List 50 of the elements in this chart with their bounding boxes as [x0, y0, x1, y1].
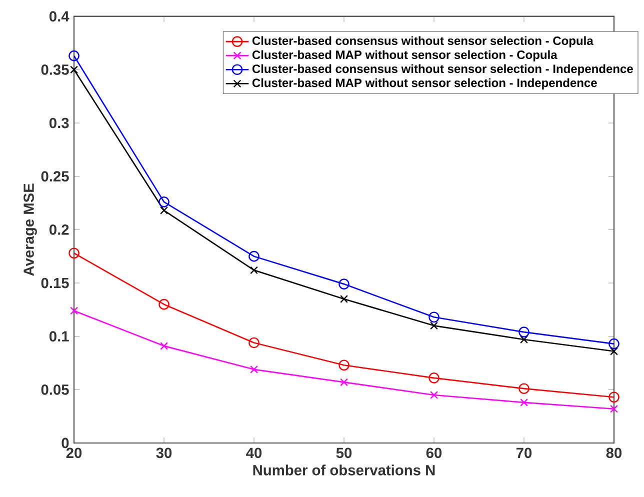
- x-tick-label: 40: [246, 448, 262, 458]
- point: [68, 50, 80, 62]
- x-tick-label: 70: [516, 448, 532, 458]
- point: [248, 337, 260, 348]
- point: [340, 295, 348, 303]
- point: [340, 378, 348, 386]
- x-tick-label: 80: [606, 448, 622, 458]
- y-axis-title: Average MSE: [24, 184, 37, 276]
- legend-label: Cluster-based consensus without sensor selection - Independence: [252, 64, 633, 76]
- legend-label: Cluster-based consensus without sensor selection - Copula: [252, 36, 594, 48]
- point: [428, 372, 440, 384]
- legend-label: Cluster-based MAP without sensor selection - Copula: [252, 50, 558, 62]
- y-tick-label: 0.15: [41, 278, 69, 288]
- point: [158, 196, 170, 208]
- y-tick-label: 0: [62, 438, 69, 448]
- y-tick-label: 0.05: [41, 384, 69, 395]
- y-tick-label: 0.25: [41, 171, 69, 182]
- y-tick-label: 0.3: [49, 118, 69, 128]
- point: [158, 298, 170, 310]
- point: [68, 248, 80, 259]
- x-tick-label: 60: [426, 448, 442, 458]
- point: [518, 326, 530, 338]
- point: [160, 342, 168, 350]
- point: [70, 306, 78, 315]
- point: [610, 347, 618, 356]
- point: [250, 266, 258, 274]
- point: [518, 383, 530, 394]
- point: [430, 390, 438, 399]
- point: [338, 360, 350, 371]
- x-tick-label: 20: [66, 448, 82, 458]
- y-tick-label: 0.35: [41, 64, 69, 75]
- x-tick-label: 30: [156, 448, 172, 458]
- y-tick-label: 0.1: [49, 331, 69, 342]
- point: [70, 66, 78, 74]
- x-axis-title: Number of observations N: [253, 464, 435, 476]
- point: [520, 398, 528, 406]
- point: [430, 322, 438, 330]
- y-tick-label: 0.4: [49, 11, 70, 22]
- x-tick-label: 50: [336, 448, 352, 458]
- legend-label: Cluster-based MAP without sensor selection - Independence: [252, 78, 597, 90]
- point: [428, 312, 440, 323]
- point: [610, 404, 618, 413]
- point: [520, 336, 528, 344]
- point: [160, 206, 168, 214]
- y-tick-label: 0.2: [49, 224, 69, 235]
- point: [608, 392, 620, 403]
- point: [338, 278, 350, 290]
- point: [250, 365, 258, 374]
- point: [608, 338, 620, 350]
- point: [248, 250, 260, 262]
